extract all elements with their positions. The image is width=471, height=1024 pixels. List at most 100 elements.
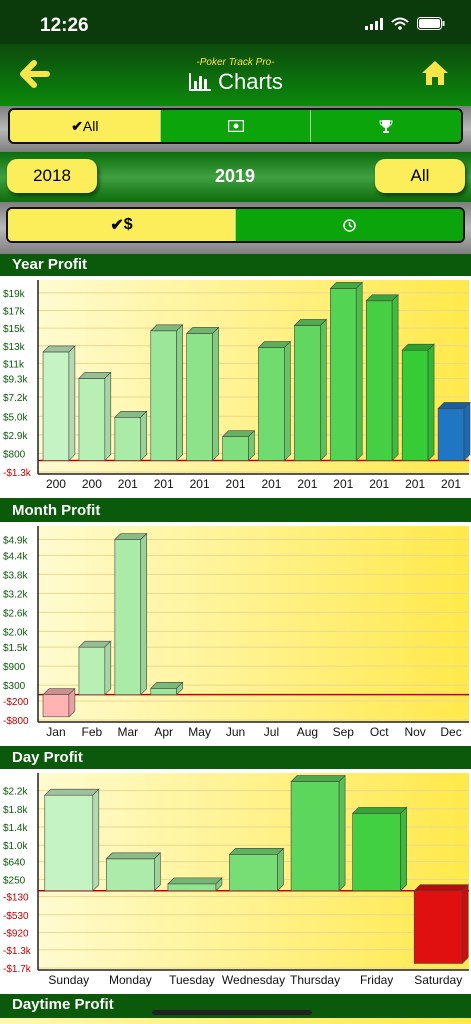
x-tick-label: Dec xyxy=(440,725,461,739)
x-tick-label: Jan xyxy=(46,725,65,739)
x-tick-label: 201 xyxy=(118,477,138,491)
y-tick-label: $13k xyxy=(3,342,26,353)
y-tick-label: $3.2k xyxy=(3,589,28,600)
bar[interactable] xyxy=(257,340,292,462)
tab-time[interactable] xyxy=(236,209,463,241)
y-tick-label: $2.2k xyxy=(3,787,28,798)
bar[interactable] xyxy=(290,774,346,892)
bar[interactable] xyxy=(329,281,363,462)
bar[interactable] xyxy=(44,788,100,892)
x-tick-label: Friday xyxy=(360,973,393,987)
y-tick-label: -$1.3k xyxy=(3,946,32,957)
y-tick-label: -$200 xyxy=(3,697,29,708)
bar[interactable] xyxy=(228,847,285,892)
y-tick-label: $9.3k xyxy=(3,374,28,385)
y-tick-label: $7.2k xyxy=(3,393,28,404)
y-tick-label: $1.8k xyxy=(3,805,28,816)
x-tick-label: Wednesday xyxy=(222,973,285,987)
tab-all[interactable]: ✔ All xyxy=(10,110,161,142)
all-years-button[interactable]: All xyxy=(375,159,465,193)
metric-tabs: ✔ $ xyxy=(6,207,465,243)
x-tick-label: 201 xyxy=(297,477,317,491)
bar[interactable] xyxy=(150,681,184,696)
bar[interactable] xyxy=(185,326,220,462)
y-tick-label: $4.4k xyxy=(3,551,28,562)
bar[interactable] xyxy=(114,410,148,462)
x-tick-label: 201 xyxy=(154,477,174,491)
day-profit-svg: $2.2k $1.8k $1.4k $1.0k $640 $250 -$130 -$530 -$… xyxy=(3,773,469,987)
x-tick-label: Tuesday xyxy=(169,973,215,987)
y-tick-label: -$130 xyxy=(3,893,29,904)
bar[interactable] xyxy=(437,401,471,462)
y-tick-label: $11k xyxy=(3,359,25,370)
y-tick-label: -$920 xyxy=(3,929,29,940)
x-tick-label: Thursday xyxy=(290,973,340,987)
tab-cash[interactable] xyxy=(160,110,312,142)
y-tick-label: $640 xyxy=(3,858,26,869)
y-tick-label: $1.0k xyxy=(3,841,28,852)
x-tick-label: Nov xyxy=(404,725,425,739)
y-tick-label: $2.0k xyxy=(3,627,28,638)
y-tick-label: $1.4k xyxy=(3,823,28,834)
bar[interactable] xyxy=(401,343,435,462)
filter-tabs: ✔ All xyxy=(8,108,463,144)
bar[interactable] xyxy=(365,294,399,462)
y-tick-label: $2.9k xyxy=(3,431,28,442)
x-tick-label: Saturday xyxy=(414,973,462,987)
bar[interactable] xyxy=(167,877,223,892)
bar[interactable] xyxy=(221,429,256,462)
bar[interactable] xyxy=(293,318,328,462)
x-tick-label: Jul xyxy=(264,725,279,739)
bar[interactable] xyxy=(150,324,184,462)
bar[interactable] xyxy=(42,345,76,462)
trophy-icon xyxy=(379,120,393,133)
current-year: 2019 xyxy=(214,166,256,186)
bar[interactable] xyxy=(105,852,162,892)
battery-icon xyxy=(417,17,445,30)
y-tick-label: -$530 xyxy=(3,911,29,922)
wifi-icon xyxy=(391,17,409,30)
year-profit-chart: $19k $17k $15k $13k $11k $9.3k $7.2k $5.0k $2.9k… xyxy=(0,276,471,498)
prev-year-button[interactable]: 2018 xyxy=(7,159,97,193)
day-profit-chart: $2.2k $1.8k $1.4k $1.0k $640 $250 -$130 -$530 -$… xyxy=(0,769,471,994)
day-profit-header: Day Profit xyxy=(0,747,471,769)
x-tick-label: 200 xyxy=(82,477,102,491)
y-tick-label: $3.8k xyxy=(3,570,28,581)
money-icon xyxy=(227,120,244,132)
bar[interactable] xyxy=(413,883,469,965)
x-tick-label: Sunday xyxy=(48,973,89,987)
x-tick-label: 201 xyxy=(190,477,210,491)
y-tick-label: $4.9k xyxy=(3,536,28,547)
x-tick-label: 201 xyxy=(333,477,353,491)
x-tick-label: Feb xyxy=(82,725,103,739)
tab-tournament[interactable] xyxy=(311,110,461,142)
bar[interactable] xyxy=(42,687,76,718)
home-icon xyxy=(422,61,448,85)
daytime-profit-header: Daytime Profit xyxy=(0,994,471,1016)
x-tick-label: Apr xyxy=(154,725,173,739)
back-button[interactable] xyxy=(20,60,50,88)
bar[interactable] xyxy=(78,371,112,462)
tab-all-label: All xyxy=(82,118,99,134)
home-button[interactable] xyxy=(420,58,450,88)
bar[interactable] xyxy=(351,806,408,892)
x-tick-label: Monday xyxy=(109,973,152,987)
y-tick-label: -$800 xyxy=(3,716,29,727)
y-tick-label: -$1.3k xyxy=(3,468,32,479)
bar[interactable] xyxy=(114,532,148,696)
bar[interactable] xyxy=(78,640,112,696)
month-profit-header: Month Profit xyxy=(0,500,471,522)
month-profit-chart: $4.9k $4.4k $3.8k $3.2k $2.6k $2.0k $1.5k $900 $… xyxy=(0,522,471,746)
year-profit-header: Year Profit xyxy=(0,254,471,276)
x-tick-label: 201 xyxy=(369,477,389,491)
y-tick-label: $5.0k xyxy=(3,412,28,423)
tab-profit-label: $ xyxy=(123,216,133,233)
nav-bar: -Poker Track Pro- Charts xyxy=(0,44,471,106)
x-tick-label: Sep xyxy=(333,725,355,739)
x-tick-label: 200 xyxy=(46,477,66,491)
y-tick-label: $2.6k xyxy=(3,608,28,619)
tab-profit[interactable]: ✔ $ xyxy=(8,209,236,241)
page-title: Charts xyxy=(0,69,471,95)
daytime-profit-chart xyxy=(0,1018,471,1024)
page-title-text: Charts xyxy=(218,69,283,94)
